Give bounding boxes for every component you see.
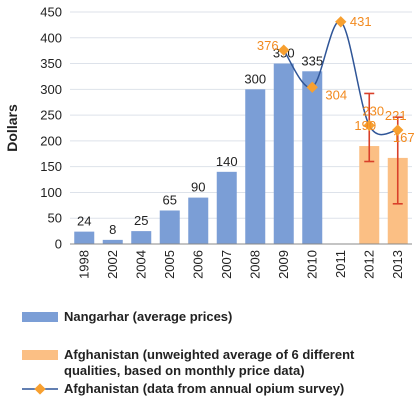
bar-nangarhar [188,197,209,244]
y-tick-label: 100 [40,185,62,200]
y-tick-label: 400 [40,30,62,45]
x-tick-label: 2009 [276,250,291,279]
y-tick-label: 350 [40,56,62,71]
bar-label-nangarhar: 300 [244,71,266,86]
y-axis-label: Dollars [4,104,20,152]
legend-swatch-afghanistan-survey [22,383,58,395]
bar-afghanistan-monthly [359,146,380,244]
y-tick-label: 50 [48,211,62,226]
y-tick-label: 450 [40,5,62,20]
legend-label-afghanistan-monthly-line1: Afghanistan (unweighted average of 6 dif… [64,347,355,362]
bar-nangarhar [245,89,266,244]
x-tick-label: 2010 [304,250,319,279]
x-tick-label: 2005 [162,250,177,279]
bar-label-nangarhar: 335 [301,53,323,68]
legend-label-afghanistan-survey: Afghanistan (data from annual opium surv… [64,381,345,396]
x-tick-label: 2002 [105,250,120,279]
bar-nangarhar [216,171,237,244]
data-label-afghanistan-survey: 304 [325,87,347,102]
marker-afghanistan-survey [335,16,347,28]
bar-nangarhar [131,231,152,244]
bar-label-nangarhar: 8 [109,222,116,237]
bar-nangarhar [102,239,123,244]
y-tick-label: 0 [55,237,62,252]
data-label-afghanistan-monthly: 167 [393,130,415,145]
x-tick-label: 2008 [247,250,262,279]
x-tick-label: 2011 [333,250,348,278]
x-tick-label: 2007 [219,250,234,279]
bar-label-nangarhar: 25 [134,213,148,228]
bar-label-nangarhar: 90 [191,180,205,195]
bar-nangarhar [302,71,323,245]
bar-nangarhar [159,210,180,244]
x-tick-label: 2013 [390,250,405,279]
y-tick-label: 300 [40,82,62,97]
data-label-afghanistan-survey: 376 [257,38,279,53]
bar-nangarhar [273,63,294,244]
chart-plot: 0 50 100 150 200 250 300 350 400 450 Dollars 24 8 25 6… [4,5,415,279]
legend-swatch-nangarhar [22,312,58,322]
data-label-afghanistan-monthly: 190 [354,118,376,133]
bar-label-nangarhar: 65 [163,192,177,207]
legend-label-afghanistan-monthly-line2: qualities, based on monthly price data) [64,363,305,378]
bar-label-nangarhar: 140 [216,154,238,169]
marker-afghanistan-survey [278,44,290,56]
y-tick-label: 200 [40,133,62,148]
y-tick-label: 250 [40,108,62,123]
data-label-afghanistan-survey: 221 [385,108,407,123]
x-tick-label: 2012 [361,250,376,279]
x-tick-label: 2004 [133,250,148,279]
data-label-afghanistan-survey: 230 [362,103,384,118]
bar-label-nangarhar: 24 [77,214,91,229]
bar-nangarhar [74,231,95,244]
legend-label-nangarhar: Nangarhar (average prices) [64,309,233,324]
x-tick-label: 1998 [76,250,91,279]
legend-swatch-afghanistan-monthly [22,350,58,360]
y-tick-label: 150 [40,159,62,174]
data-label-afghanistan-survey: 431 [350,14,372,29]
x-tick-label: 2006 [190,250,205,279]
